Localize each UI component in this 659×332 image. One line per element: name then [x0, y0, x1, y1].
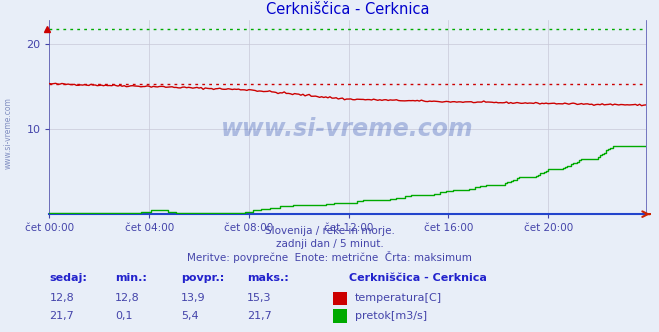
Text: 12,8: 12,8 — [115, 293, 140, 303]
Text: povpr.:: povpr.: — [181, 273, 225, 283]
Text: maks.:: maks.: — [247, 273, 289, 283]
Text: min.:: min.: — [115, 273, 147, 283]
Text: Meritve: povprečne  Enote: metrične  Črta: maksimum: Meritve: povprečne Enote: metrične Črta:… — [187, 251, 472, 263]
Text: 21,7: 21,7 — [247, 311, 272, 321]
Text: temperatura[C]: temperatura[C] — [355, 293, 442, 303]
Text: 15,3: 15,3 — [247, 293, 272, 303]
Text: Cerkniščica - Cerknica: Cerkniščica - Cerknica — [349, 273, 487, 283]
Text: 13,9: 13,9 — [181, 293, 206, 303]
Text: www.si-vreme.com: www.si-vreme.com — [221, 117, 474, 141]
Text: Slovenija / reke in morje.: Slovenija / reke in morje. — [264, 226, 395, 236]
Text: sedaj:: sedaj: — [49, 273, 87, 283]
Text: 5,4: 5,4 — [181, 311, 199, 321]
Text: www.si-vreme.com: www.si-vreme.com — [3, 97, 13, 169]
Text: zadnji dan / 5 minut.: zadnji dan / 5 minut. — [275, 239, 384, 249]
Text: 12,8: 12,8 — [49, 293, 74, 303]
Title: Cerkniščica - Cerknica: Cerkniščica - Cerknica — [266, 2, 430, 17]
Text: 21,7: 21,7 — [49, 311, 74, 321]
Text: 0,1: 0,1 — [115, 311, 133, 321]
Text: pretok[m3/s]: pretok[m3/s] — [355, 311, 426, 321]
